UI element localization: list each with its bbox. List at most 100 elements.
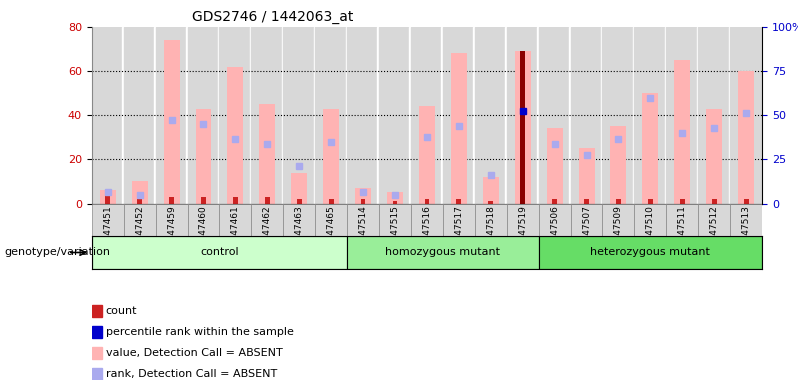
- Bar: [291, 173, 307, 204]
- Bar: [346, 27, 349, 204]
- Text: GSM147517: GSM147517: [454, 205, 464, 260]
- Text: GSM147515: GSM147515: [390, 205, 400, 260]
- Bar: [571, 27, 602, 204]
- Bar: [251, 204, 283, 236]
- Bar: [314, 27, 317, 204]
- Bar: [584, 199, 589, 204]
- Text: GSM147451: GSM147451: [103, 205, 113, 260]
- Bar: [571, 204, 602, 236]
- Bar: [483, 177, 499, 204]
- Bar: [218, 27, 221, 204]
- Bar: [451, 53, 467, 204]
- Bar: [475, 27, 507, 204]
- Bar: [92, 204, 124, 236]
- Bar: [219, 27, 251, 204]
- Text: GSM147514: GSM147514: [358, 205, 368, 260]
- Bar: [251, 27, 283, 204]
- Bar: [539, 236, 762, 269]
- Bar: [665, 27, 668, 204]
- Text: GSM147463: GSM147463: [294, 205, 304, 260]
- Bar: [730, 27, 762, 204]
- Text: GSM147510: GSM147510: [646, 205, 655, 260]
- Text: count: count: [105, 306, 137, 316]
- Bar: [648, 199, 653, 204]
- Bar: [680, 199, 685, 204]
- Bar: [539, 27, 571, 204]
- Bar: [505, 27, 508, 204]
- Text: genotype/variation: genotype/variation: [4, 247, 110, 258]
- Text: GDS2746 / 1442063_at: GDS2746 / 1442063_at: [192, 10, 354, 25]
- Bar: [697, 27, 700, 204]
- Bar: [124, 27, 156, 204]
- Bar: [92, 347, 102, 359]
- Bar: [634, 27, 666, 204]
- Bar: [712, 199, 717, 204]
- Bar: [154, 27, 157, 204]
- Bar: [92, 236, 347, 269]
- Bar: [601, 27, 604, 204]
- Bar: [602, 204, 634, 236]
- Bar: [488, 201, 493, 204]
- Text: GSM147518: GSM147518: [486, 205, 496, 260]
- Bar: [393, 201, 397, 204]
- Bar: [132, 182, 148, 204]
- Bar: [441, 27, 444, 204]
- Bar: [92, 27, 124, 204]
- Bar: [507, 27, 539, 204]
- Bar: [706, 109, 722, 204]
- Text: GSM147512: GSM147512: [709, 205, 719, 260]
- Bar: [315, 204, 347, 236]
- Bar: [520, 51, 525, 204]
- Bar: [539, 204, 571, 236]
- Text: GSM147459: GSM147459: [167, 205, 176, 260]
- Text: GSM147519: GSM147519: [518, 205, 527, 260]
- Bar: [188, 27, 219, 204]
- Bar: [738, 71, 754, 204]
- Bar: [164, 40, 180, 204]
- Text: GSM147509: GSM147509: [614, 205, 623, 260]
- Text: control: control: [200, 247, 239, 258]
- Bar: [616, 199, 621, 204]
- Text: GSM147452: GSM147452: [135, 205, 144, 260]
- Text: GSM147511: GSM147511: [678, 205, 687, 260]
- Bar: [698, 27, 730, 204]
- Bar: [227, 67, 243, 204]
- Bar: [259, 104, 275, 204]
- Bar: [100, 190, 116, 204]
- Bar: [196, 109, 211, 204]
- Text: GSM147465: GSM147465: [326, 205, 336, 260]
- Bar: [443, 27, 475, 204]
- Bar: [419, 106, 435, 204]
- Bar: [156, 27, 188, 204]
- Bar: [633, 27, 636, 204]
- Bar: [282, 27, 285, 204]
- Bar: [411, 27, 443, 204]
- Bar: [634, 204, 666, 236]
- Bar: [744, 199, 749, 204]
- Bar: [347, 27, 379, 204]
- Bar: [283, 204, 315, 236]
- Bar: [425, 199, 429, 204]
- Bar: [443, 204, 475, 236]
- Bar: [674, 60, 690, 204]
- Bar: [297, 199, 302, 204]
- Bar: [475, 204, 507, 236]
- Bar: [137, 199, 142, 204]
- Bar: [122, 27, 125, 204]
- Bar: [355, 188, 371, 204]
- Bar: [569, 27, 572, 204]
- Text: rank, Detection Call = ABSENT: rank, Detection Call = ABSENT: [105, 369, 277, 379]
- Bar: [323, 109, 339, 204]
- Bar: [537, 27, 540, 204]
- Bar: [515, 51, 531, 204]
- Text: GSM147506: GSM147506: [550, 205, 559, 260]
- Bar: [250, 27, 253, 204]
- Bar: [547, 128, 563, 204]
- Bar: [156, 204, 188, 236]
- Bar: [347, 204, 379, 236]
- Bar: [329, 199, 334, 204]
- Bar: [105, 192, 110, 204]
- Bar: [666, 204, 698, 236]
- Text: GSM147462: GSM147462: [263, 205, 272, 260]
- Text: GSM147516: GSM147516: [422, 205, 432, 260]
